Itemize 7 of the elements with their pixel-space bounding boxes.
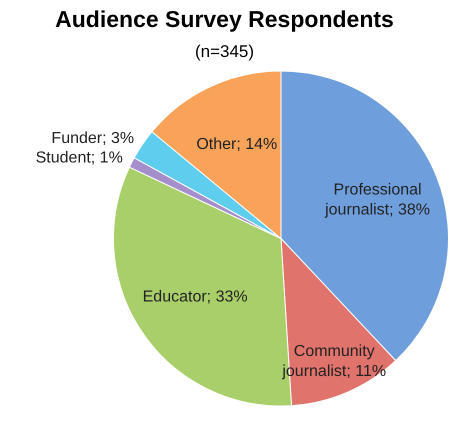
- chart-subtitle: (n=345): [194, 42, 256, 62]
- chart-title: Audience Survey Respondents: [54, 6, 395, 33]
- slice-label: Other; 14%: [196, 136, 278, 153]
- slice-label: Educator; 33%: [142, 288, 248, 306]
- slice-label: Funder; 3%: [51, 130, 134, 148]
- slice-label: Professional journalist; 38%: [324, 182, 430, 219]
- slice-label: Student; 1%: [36, 149, 123, 166]
